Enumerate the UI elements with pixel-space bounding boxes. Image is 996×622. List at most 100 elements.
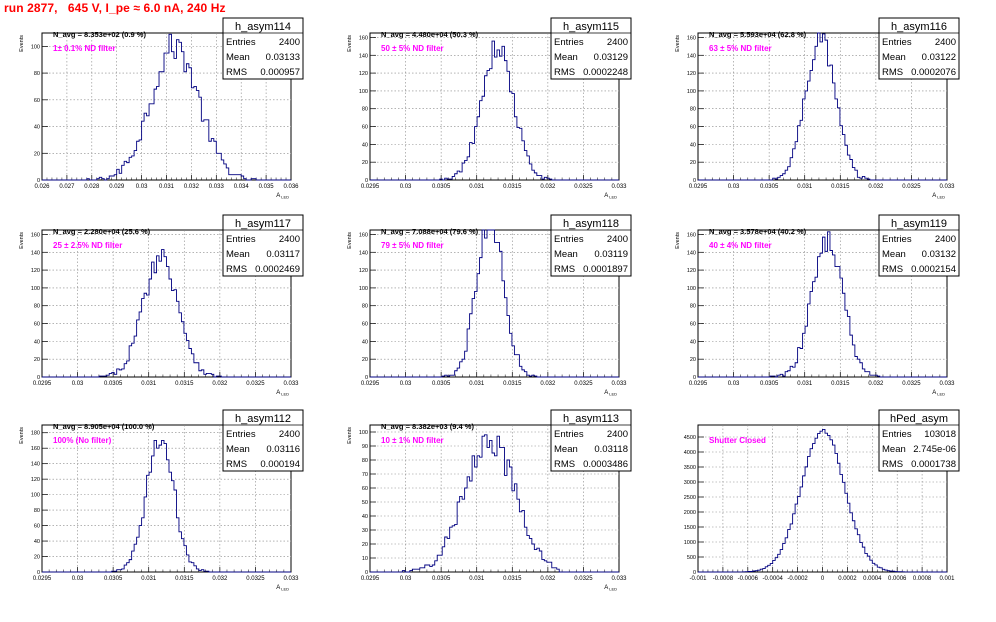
y-axis-title: Events — [19, 232, 25, 249]
histogram-panel-hPed_asym: -0.001 -0.0008 -0.0006 -0.0004 -0.0002 0 0.000… — [684, 409, 960, 582]
y-tick-label: 100 — [359, 430, 368, 436]
histogram-series-h_asym115 — [370, 40, 619, 181]
x-tick-label: 0.029 — [109, 184, 125, 190]
y-tick-label: 20 — [362, 357, 368, 363]
filter-label: 63 ± 5% ND filter — [709, 44, 772, 53]
y-tick-label: 0 — [37, 178, 40, 184]
x-tick-label: 0.0325 — [574, 184, 593, 190]
y-tick-label: 120 — [687, 268, 696, 274]
y-tick-label: 80 — [34, 508, 40, 514]
y-tick-label: 100 — [31, 493, 40, 499]
x-tick-label: 0.033 — [611, 184, 627, 190]
x-tick-label: 0.034 — [234, 184, 250, 190]
x-tick-label: 0.0295 — [361, 184, 380, 190]
histogram-panel-h_asym114: 0.026 0.027 0.028 0.029 0.03 0.031 0.032 0.033 0… — [19, 17, 304, 200]
x-axis-title-subscript: LED — [937, 195, 945, 200]
navg-label: N_avg = 8.353e+02 (0.9 %) — [53, 30, 146, 39]
x-tick-label: -0.001 — [689, 576, 707, 582]
stats-label-rms: RMS — [226, 459, 247, 470]
x-tick-label: 0.026 — [34, 184, 50, 190]
x-tick-label: -0.0002 — [787, 576, 808, 582]
y-tick-label: 2000 — [684, 510, 696, 516]
stats-value-rms: 0.0001738 — [911, 459, 956, 470]
y-tick-label: 40 — [34, 125, 40, 131]
x-tick-label: 0.0295 — [689, 184, 708, 190]
stats-value-mean: 0.03116 — [266, 444, 300, 455]
x-tick-label: 0.0295 — [361, 576, 380, 582]
y-tick-label: 140 — [31, 462, 40, 468]
y-tick-label: 2500 — [684, 495, 696, 501]
y-tick-label: 100 — [359, 286, 368, 292]
y-tick-label: 0 — [693, 178, 696, 184]
x-tick-label: 0.0002 — [838, 576, 857, 582]
x-tick-label: 0.035 — [259, 184, 275, 190]
y-axis-title: Events — [347, 35, 353, 52]
run-title: run 2877, 645 V, I_pe ≈ 6.0 nA, 240 Hz — [4, 1, 226, 15]
stats-box: h_asym114 Entries 2400 Mean 0.03133 RMS 0.0009… — [222, 17, 304, 80]
x-axis-title: ALED — [932, 193, 945, 200]
y-tick-label: 20 — [362, 542, 368, 548]
x-tick-label: 0.031 — [141, 381, 157, 387]
x-tick-label: 0.031 — [797, 381, 813, 387]
y-tick-label: 40 — [34, 339, 40, 345]
y-tick-label: 70 — [362, 472, 368, 478]
stats-title: h_asym115 — [563, 21, 619, 33]
y-tick-label: 80 — [34, 71, 40, 77]
navg-label: N_avg = 8.382e+03 (9.4 %) — [381, 422, 474, 431]
stats-value-rms: 0.0002248 — [583, 67, 628, 78]
stats-box-frame — [878, 214, 960, 277]
histogram-panel-h_asym117: 0.0295 0.03 0.0305 0.031 0.0315 0.032 0.0325 0.… — [19, 214, 304, 397]
y-tick-label: 80 — [362, 107, 368, 113]
y-tick-label: 120 — [31, 477, 40, 483]
stats-value-mean: 0.03133 — [266, 52, 300, 63]
x-tick-label: 0.027 — [59, 184, 75, 190]
navg-label: N_avg = 5.593e+04 (62.8 %) — [709, 30, 807, 39]
histogram-panel-h_asym116: 0.0295 0.03 0.0305 0.031 0.0315 0.032 0.0325 0.… — [675, 17, 960, 200]
y-tick-label: 100 — [31, 286, 40, 292]
stats-box-frame — [878, 409, 960, 472]
y-tick-label: 100 — [31, 44, 40, 50]
y-tick-label: 180 — [31, 431, 40, 437]
x-tick-label: 0.0295 — [361, 381, 380, 387]
y-tick-label: 20 — [34, 151, 40, 157]
x-tick-label: 0.0305 — [760, 381, 779, 387]
y-tick-label: 4000 — [684, 450, 696, 456]
y-tick-label: 4500 — [684, 435, 696, 441]
x-tick-label: 0.031 — [159, 184, 175, 190]
stats-label-mean: Mean — [882, 444, 906, 455]
stats-value-entries: 2400 — [935, 234, 956, 245]
stats-box-frame — [222, 17, 304, 80]
x-axis-title-subscript: LED — [281, 587, 289, 592]
stats-box: h_asym118 Entries 2400 Mean 0.03119 RMS 0.0001… — [550, 214, 632, 277]
stats-box: h_asym115 Entries 2400 Mean 0.03129 RMS 0.0002… — [550, 17, 632, 80]
stats-title: h_asym113 — [563, 413, 619, 425]
stats-title: h_asym117 — [235, 218, 291, 230]
stats-title: h_asym112 — [235, 413, 291, 425]
y-tick-label: 80 — [362, 458, 368, 464]
y-tick-label: 40 — [34, 539, 40, 545]
y-tick-label: 160 — [687, 232, 696, 238]
y-tick-label: 160 — [359, 35, 368, 41]
stats-value-rms: 0.0002469 — [255, 264, 300, 275]
x-tick-label: 0.031 — [469, 184, 485, 190]
filter-label: 40 ± 4% ND filter — [709, 241, 772, 250]
stats-title: h_asym118 — [563, 218, 619, 230]
y-tick-label: 90 — [362, 444, 368, 450]
stats-box-frame — [222, 214, 304, 277]
x-tick-label: 0.031 — [469, 381, 485, 387]
histogram-panel-h_asym118: 0.0295 0.03 0.0305 0.031 0.0315 0.032 0.0325 0.… — [347, 214, 632, 397]
y-tick-label: 0 — [365, 570, 368, 576]
stats-box: h_asym112 Entries 2400 Mean 0.03116 RMS 0.0001… — [222, 409, 304, 472]
x-axis-title-subscript: LED — [281, 392, 289, 397]
y-axis-title: Events — [675, 35, 681, 52]
stats-value-entries: 2400 — [935, 37, 956, 48]
y-tick-label: 0 — [37, 375, 40, 381]
stats-label-rms: RMS — [554, 264, 575, 275]
y-tick-label: 60 — [690, 322, 696, 328]
navg-label: N_avg = 7.088e+04 (79.6 %) — [381, 227, 479, 236]
stats-title: h_asym116 — [891, 21, 947, 33]
y-tick-label: 60 — [362, 322, 368, 328]
y-tick-label: 100 — [687, 89, 696, 95]
x-tick-label: 0.031 — [141, 576, 157, 582]
y-tick-label: 1500 — [684, 525, 696, 531]
